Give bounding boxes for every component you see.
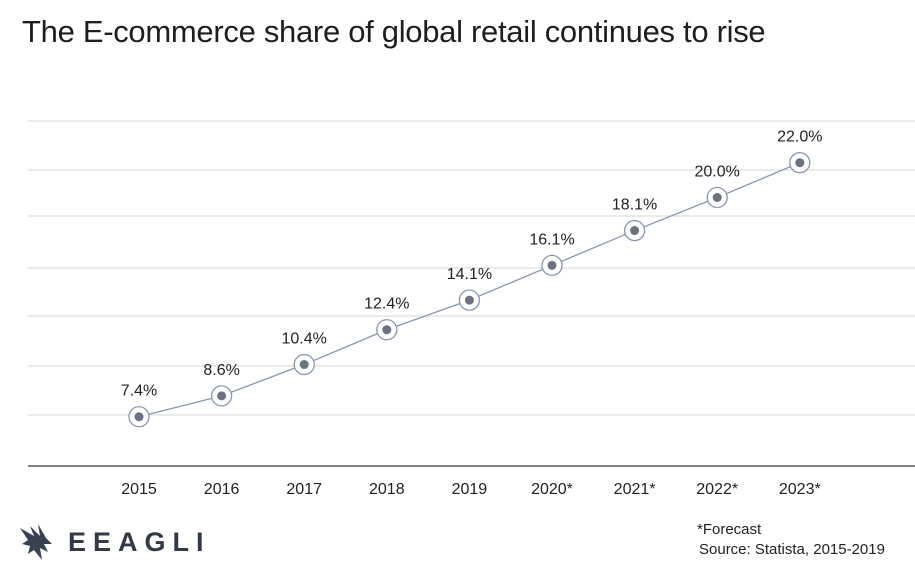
data-label: 16.1%: [529, 231, 574, 248]
data-point: [630, 226, 640, 236]
data-point: [712, 193, 722, 202]
data-point: [299, 360, 309, 370]
data-label: 12.4%: [364, 296, 409, 313]
forecast-note: *Forecast: [697, 521, 762, 538]
data-label: 8.6%: [203, 362, 239, 379]
eagle-icon: [20, 524, 52, 560]
data-point: [795, 158, 805, 168]
data-point: [464, 295, 474, 305]
source-note: Source: Statista, 2015-2019: [699, 541, 885, 558]
data-label: 10.4%: [282, 331, 327, 348]
x-tick-label: 2021*: [614, 481, 656, 498]
brand-logo: EEAGLI: [18, 522, 211, 562]
x-tick-label: 2016: [204, 481, 240, 498]
data-point: [134, 412, 144, 422]
x-tick-label: 2015: [121, 481, 157, 498]
x-tick-label: 2019: [452, 481, 488, 498]
data-label: 22.0%: [777, 129, 822, 146]
x-tick-label: 2017: [286, 481, 322, 498]
x-tick-label: 2020*: [531, 481, 573, 498]
data-label: 7.4%: [121, 383, 157, 400]
x-tick-label: 2022*: [696, 481, 738, 498]
chart-title: The E-commerce share of global retail co…: [22, 14, 766, 49]
data-point: [547, 260, 557, 270]
data-point: [217, 391, 227, 401]
data-label: 20.0%: [695, 164, 740, 181]
data-label: 14.1%: [447, 266, 492, 283]
x-tick-label: 2018: [369, 481, 405, 498]
footnote: *Forecast Source: Statista, 2015-2019: [697, 520, 885, 560]
data-label: 18.1%: [612, 197, 657, 214]
x-tick-label: 2023*: [779, 481, 821, 498]
data-point: [382, 325, 392, 335]
brand-name: EEAGLI: [68, 526, 211, 557]
